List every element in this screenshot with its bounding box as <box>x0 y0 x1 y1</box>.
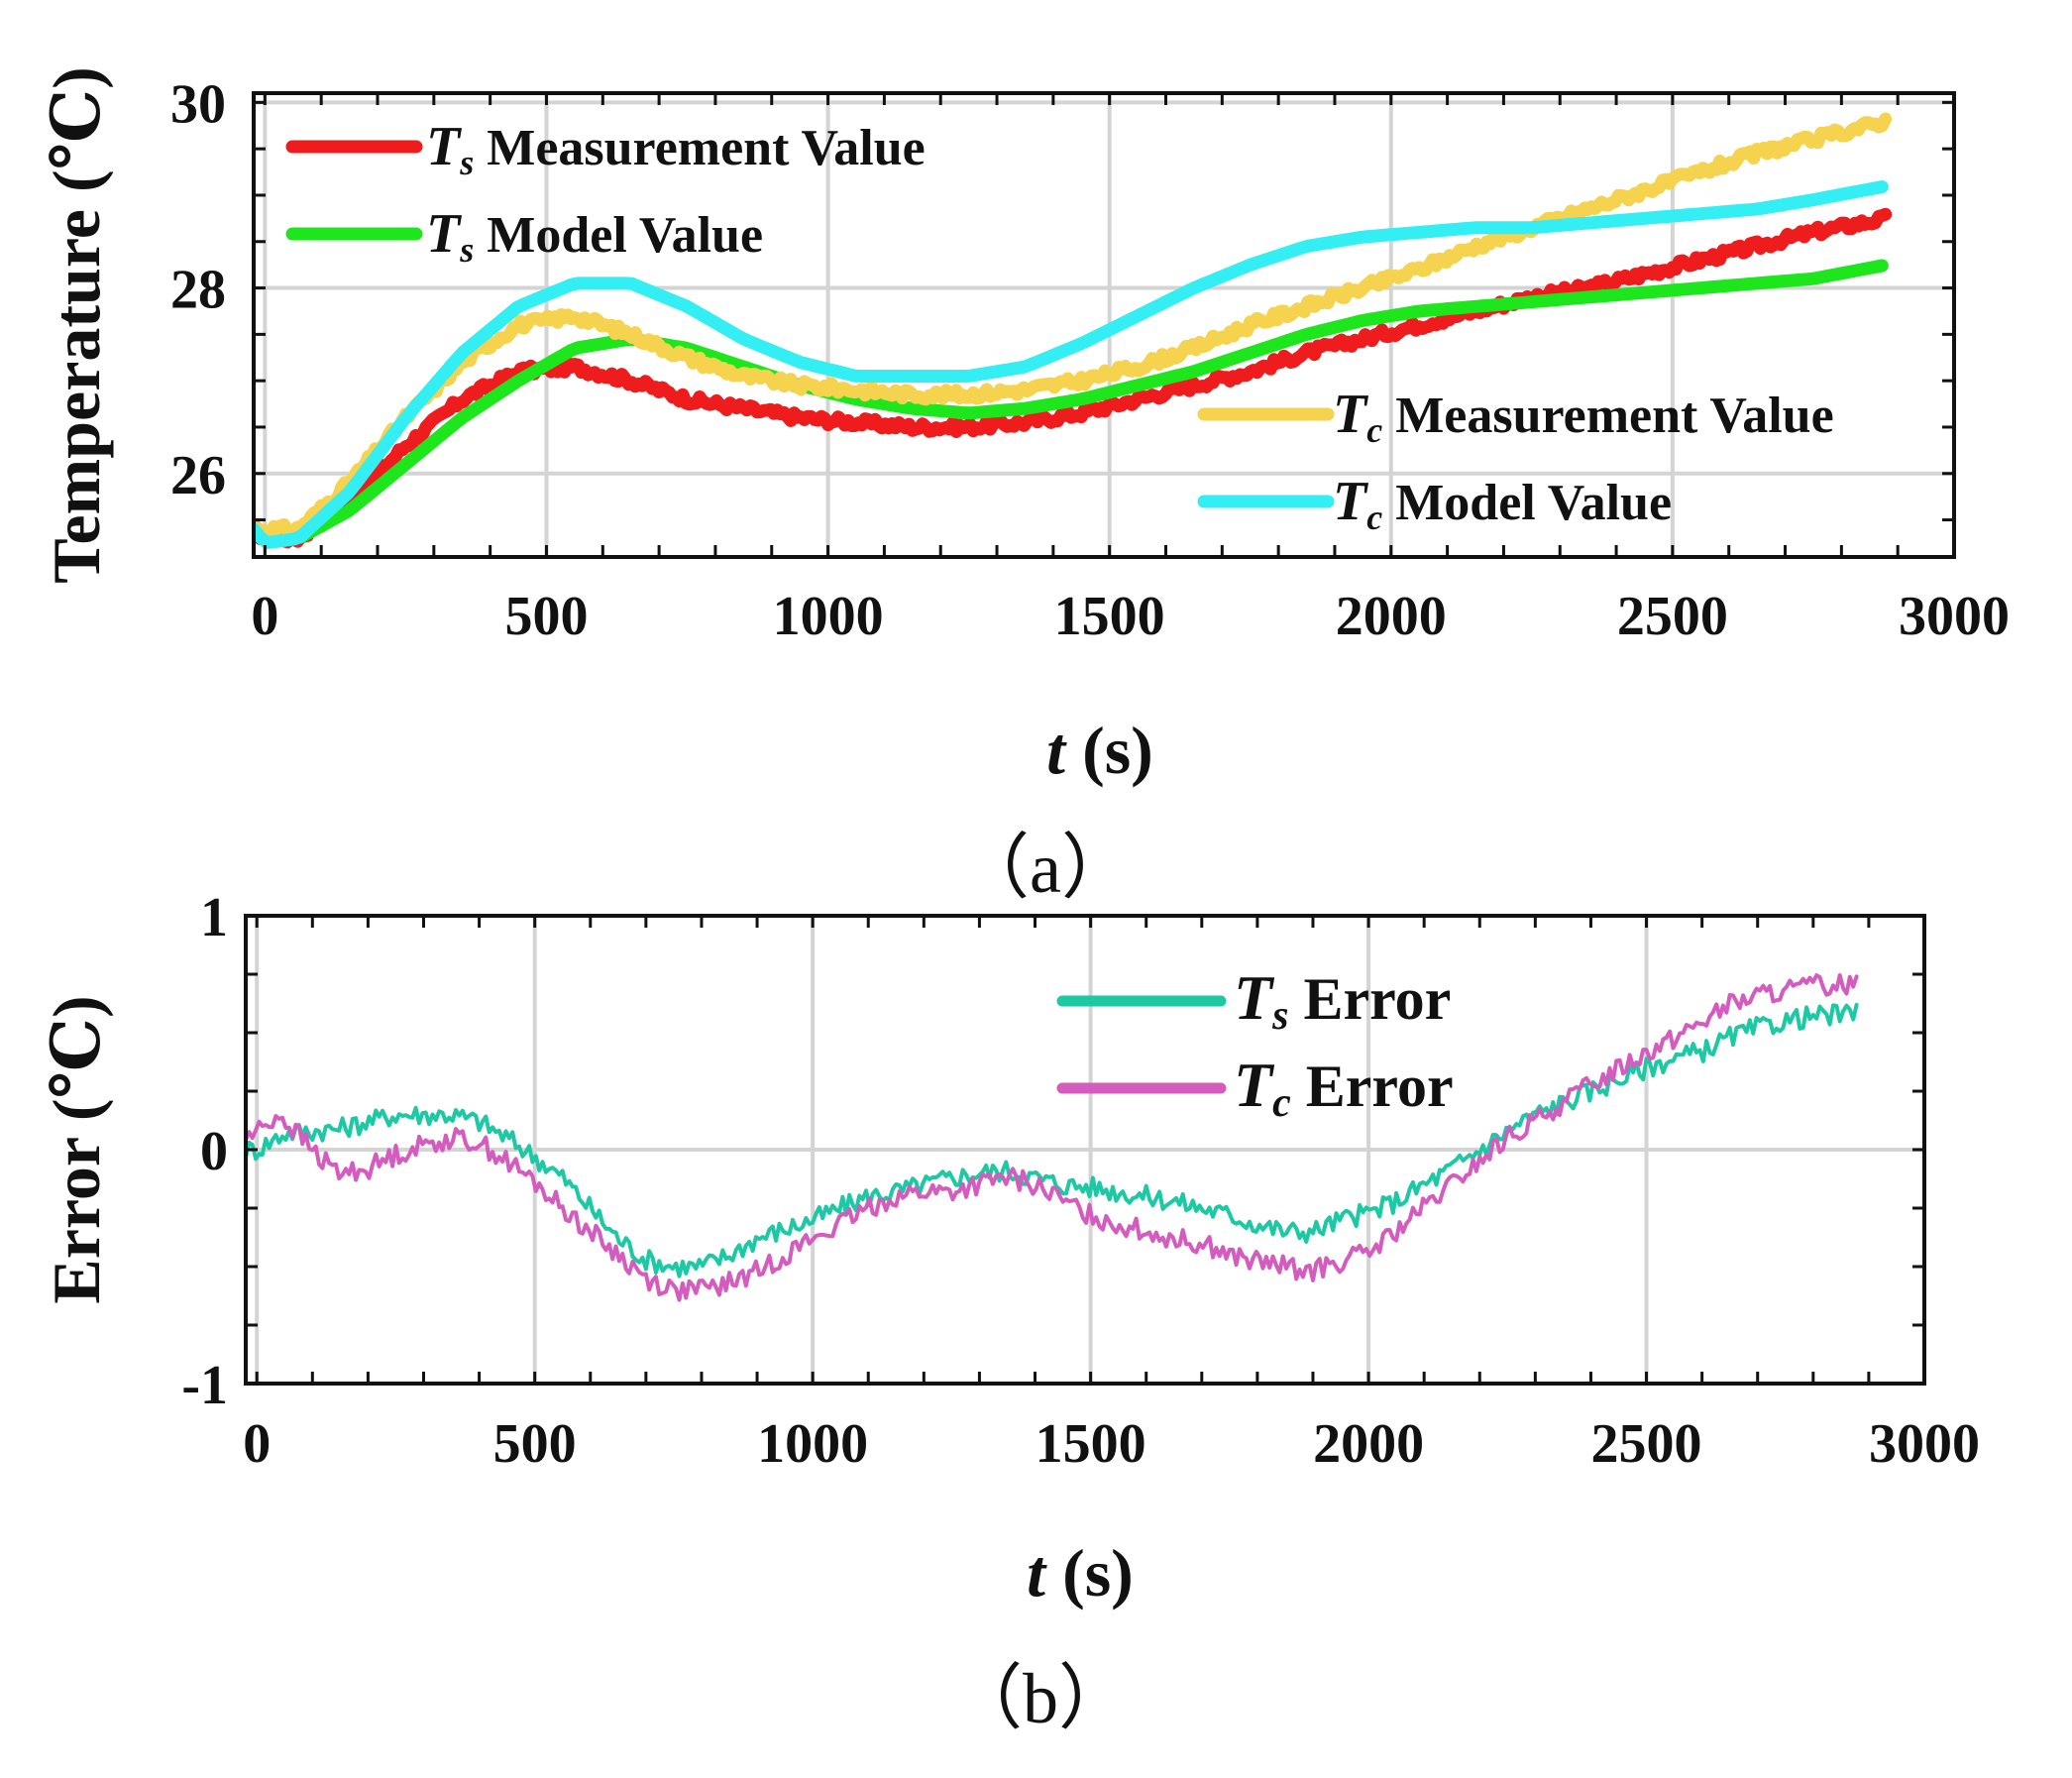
axes-frame <box>252 91 1956 559</box>
x-tick-label: 1500 <box>1036 1413 1146 1475</box>
legend-text: Error <box>1288 966 1451 1032</box>
y-tick-label: 30 <box>170 73 226 135</box>
x-tick-label: 0 <box>243 1413 271 1475</box>
legend-subscript: s <box>459 143 474 182</box>
x-tick-label: 0 <box>251 586 278 647</box>
x-tick-label: 3000 <box>1869 1413 1980 1475</box>
panel-a: 0 500 1000 1500 2000 2500 3000 26 28 30 t (s) Tempe… <box>39 66 2010 908</box>
legend-text: Measurement Value <box>474 120 925 176</box>
legend-text: Model Value <box>1382 475 1672 531</box>
legend-text: Model Value <box>474 207 763 264</box>
legend-subscript: c <box>1366 498 1382 537</box>
legend-symbol: T <box>1234 962 1275 1033</box>
x-tick-label: 2500 <box>1617 586 1728 647</box>
series-line-c-2 <box>246 973 1859 1302</box>
x-axis-unit: (s) <box>1065 713 1153 788</box>
x-tick-label: 500 <box>493 1413 577 1475</box>
legend-subscript: c <box>1366 410 1382 450</box>
panel-caption: （b） <box>951 1659 1130 1738</box>
x-axis-label: t (s) <box>1027 1535 1134 1611</box>
series-line-s-1 <box>246 1002 1859 1278</box>
x-tick-label: 2500 <box>1591 1413 1702 1475</box>
legend-text: Measurement Value <box>1382 388 1833 444</box>
legend-label: Tc Error <box>1234 1050 1454 1126</box>
series-line-s-2 <box>254 259 1889 545</box>
y-axis-label: Error (℃) <box>39 995 114 1303</box>
legend-symbol: T <box>426 203 463 265</box>
legend-symbol: T <box>1333 384 1369 445</box>
series-group <box>254 112 1893 550</box>
x-axis-label: t (s) <box>1046 713 1153 788</box>
x-axis-variable: t <box>1027 1535 1047 1611</box>
legend-label: Ts Measurement Value <box>426 116 926 182</box>
legend-label: Tc Model Value <box>1333 471 1672 537</box>
x-tick-label: 500 <box>504 586 588 647</box>
legend-subscript: c <box>1272 1080 1291 1126</box>
legend-symbol: T <box>1333 471 1369 532</box>
legend-label: Ts Error <box>1234 962 1451 1039</box>
legend-symbol: T <box>426 116 463 177</box>
legend-symbol: T <box>1234 1050 1275 1120</box>
x-tick-label: 1000 <box>773 586 884 647</box>
legend-subscript: s <box>1271 993 1288 1039</box>
x-tick-label: 1500 <box>1054 586 1165 647</box>
y-tick-label: 28 <box>170 260 226 321</box>
legend-text: Error <box>1291 1054 1454 1119</box>
y-tick-label: -1 <box>181 1355 228 1416</box>
x-tick-label: 2000 <box>1336 586 1447 647</box>
panel-caption: （a） <box>958 829 1133 908</box>
legend-label: Ts Model Value <box>426 203 763 270</box>
x-tick-label: 1000 <box>757 1413 868 1475</box>
x-axis-variable: t <box>1046 713 1067 788</box>
y-tick-label: 0 <box>200 1121 228 1182</box>
series-line-c-4 <box>254 180 1889 550</box>
y-axis-label: Temperature (℃) <box>39 66 114 584</box>
y-tick-label: 26 <box>170 445 226 506</box>
legend-label: Tc Measurement Value <box>1333 384 1834 450</box>
x-tick-label: 2000 <box>1313 1413 1424 1475</box>
legend-subscript: s <box>459 230 474 270</box>
series-line-c-3 <box>254 112 1893 540</box>
x-axis-unit: (s) <box>1045 1535 1134 1611</box>
series-group <box>246 973 1859 1302</box>
y-tick-label: 1 <box>200 887 228 948</box>
x-tick-label: 3000 <box>1899 586 2010 647</box>
